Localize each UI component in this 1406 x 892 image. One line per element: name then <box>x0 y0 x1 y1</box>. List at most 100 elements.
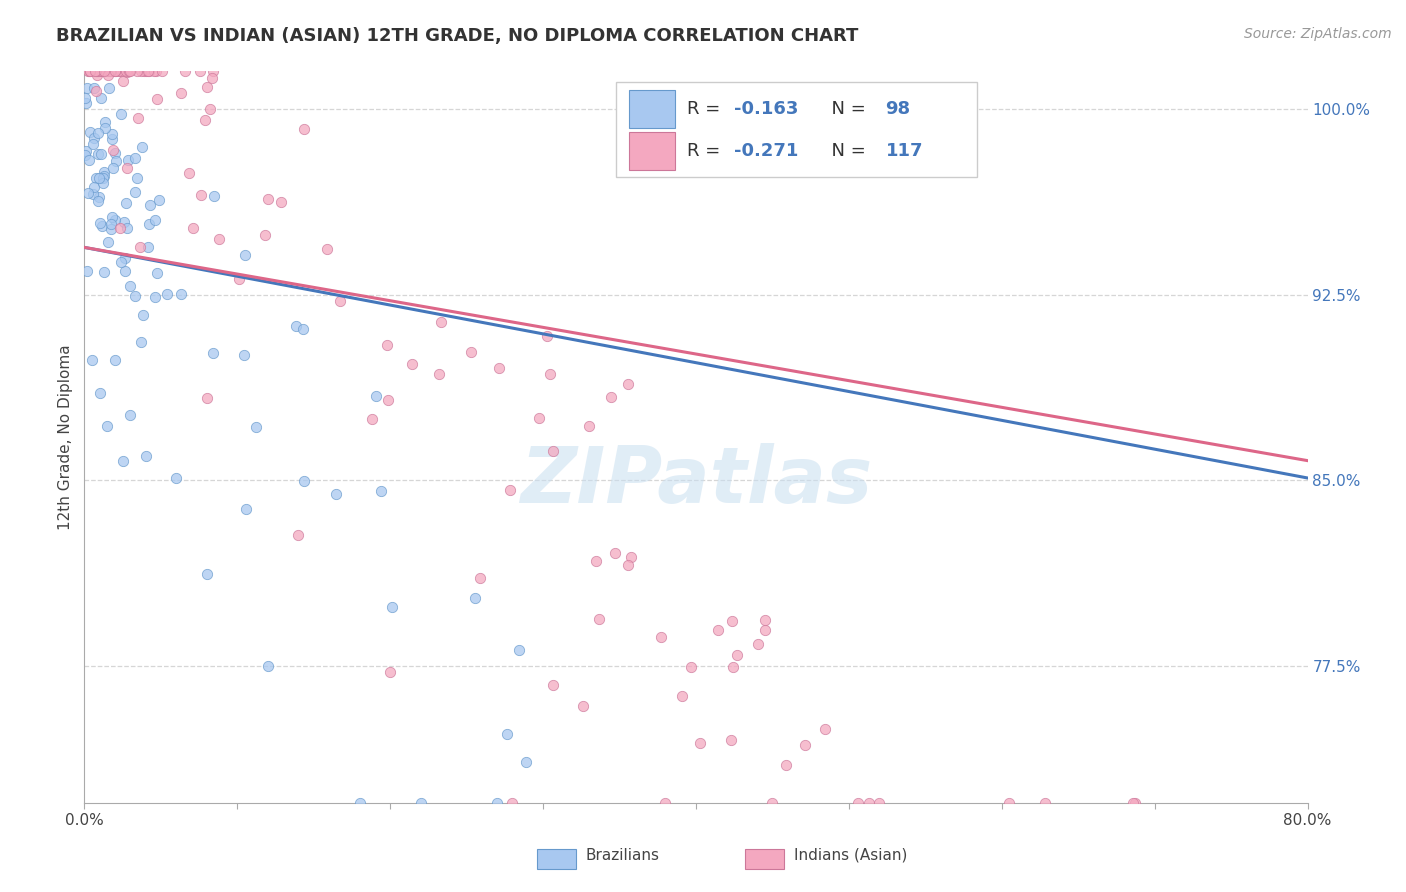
Point <box>98 64 121 78</box>
FancyBboxPatch shape <box>616 82 977 178</box>
Point <box>91 176 114 190</box>
Text: 98: 98 <box>886 100 911 118</box>
Point <box>468 570 491 584</box>
Point <box>125 64 148 78</box>
Point <box>502 796 524 810</box>
Point <box>377 392 399 407</box>
Point <box>858 796 880 810</box>
Point <box>253 227 276 242</box>
Point <box>370 483 392 498</box>
Point <box>270 194 292 209</box>
Point <box>138 64 160 78</box>
Point <box>110 64 132 78</box>
Point <box>90 91 112 105</box>
Point <box>585 554 607 568</box>
Point <box>245 419 267 434</box>
Point <box>721 659 744 673</box>
Point <box>127 111 149 125</box>
Point <box>108 220 131 235</box>
Point <box>100 217 122 231</box>
Point <box>375 338 398 352</box>
Text: -0.271: -0.271 <box>734 142 799 160</box>
Point <box>115 161 138 175</box>
Point <box>361 412 384 426</box>
Point <box>87 194 110 208</box>
Point <box>114 251 136 265</box>
Point <box>754 613 776 627</box>
Point <box>197 80 219 95</box>
Point <box>499 483 522 497</box>
Point <box>1123 796 1146 810</box>
Point <box>287 528 309 542</box>
Point <box>87 190 110 204</box>
Point <box>82 187 104 202</box>
Point <box>79 64 101 78</box>
Text: Indians (Asian): Indians (Asian) <box>794 848 907 863</box>
Point <box>707 624 730 638</box>
Text: R =: R = <box>688 142 727 160</box>
Point <box>124 151 146 165</box>
Point <box>257 192 280 206</box>
Point <box>89 170 111 185</box>
Point <box>617 376 640 391</box>
Point <box>87 64 110 78</box>
Point <box>747 637 769 651</box>
Point <box>104 154 127 169</box>
Point <box>349 796 371 810</box>
Point <box>90 64 112 78</box>
Text: ZIPatlas: ZIPatlas <box>520 443 872 519</box>
Point <box>380 665 402 680</box>
Point <box>292 122 315 136</box>
Point <box>120 408 142 422</box>
Text: Source: ZipAtlas.com: Source: ZipAtlas.com <box>1244 27 1392 41</box>
Point <box>150 64 173 78</box>
Point <box>117 64 139 78</box>
Text: BRAZILIAN VS INDIAN (ASIAN) 12TH GRADE, NO DIPLOMA CORRELATION CHART: BRAZILIAN VS INDIAN (ASIAN) 12TH GRADE, … <box>56 27 859 45</box>
Point <box>124 289 146 303</box>
Point <box>201 70 224 85</box>
Point <box>761 796 783 810</box>
Point <box>202 346 225 360</box>
Point <box>527 411 550 425</box>
Point <box>111 453 134 467</box>
Point <box>124 185 146 199</box>
Point <box>89 386 111 401</box>
Point <box>998 796 1021 810</box>
Point <box>541 443 564 458</box>
Point <box>104 64 127 78</box>
Point <box>173 64 195 78</box>
Point <box>101 64 124 78</box>
Point <box>118 64 141 78</box>
Point <box>720 733 742 747</box>
Point <box>93 264 115 278</box>
Point <box>103 143 125 157</box>
Point <box>430 315 453 329</box>
Point <box>135 64 157 78</box>
Point <box>97 64 120 78</box>
Point <box>366 388 388 402</box>
Point <box>1035 796 1057 810</box>
Point <box>93 164 115 178</box>
Point <box>486 796 509 810</box>
Point <box>82 137 104 152</box>
Point <box>235 501 257 516</box>
Point <box>87 126 110 140</box>
Point <box>145 212 167 227</box>
Point <box>401 357 423 371</box>
Point <box>75 148 97 162</box>
Point <box>101 127 124 141</box>
Point <box>86 171 108 186</box>
Point <box>543 678 565 692</box>
Point <box>97 81 120 95</box>
Point <box>94 120 117 135</box>
Point <box>83 131 105 145</box>
Point <box>101 64 124 78</box>
Point <box>87 147 110 161</box>
Point <box>381 599 404 614</box>
Point <box>292 474 315 488</box>
Text: N =: N = <box>820 100 870 118</box>
Point <box>195 566 218 581</box>
Point <box>77 186 100 200</box>
Y-axis label: 12th Grade, No Diploma: 12th Grade, No Diploma <box>58 344 73 530</box>
Point <box>75 144 97 158</box>
